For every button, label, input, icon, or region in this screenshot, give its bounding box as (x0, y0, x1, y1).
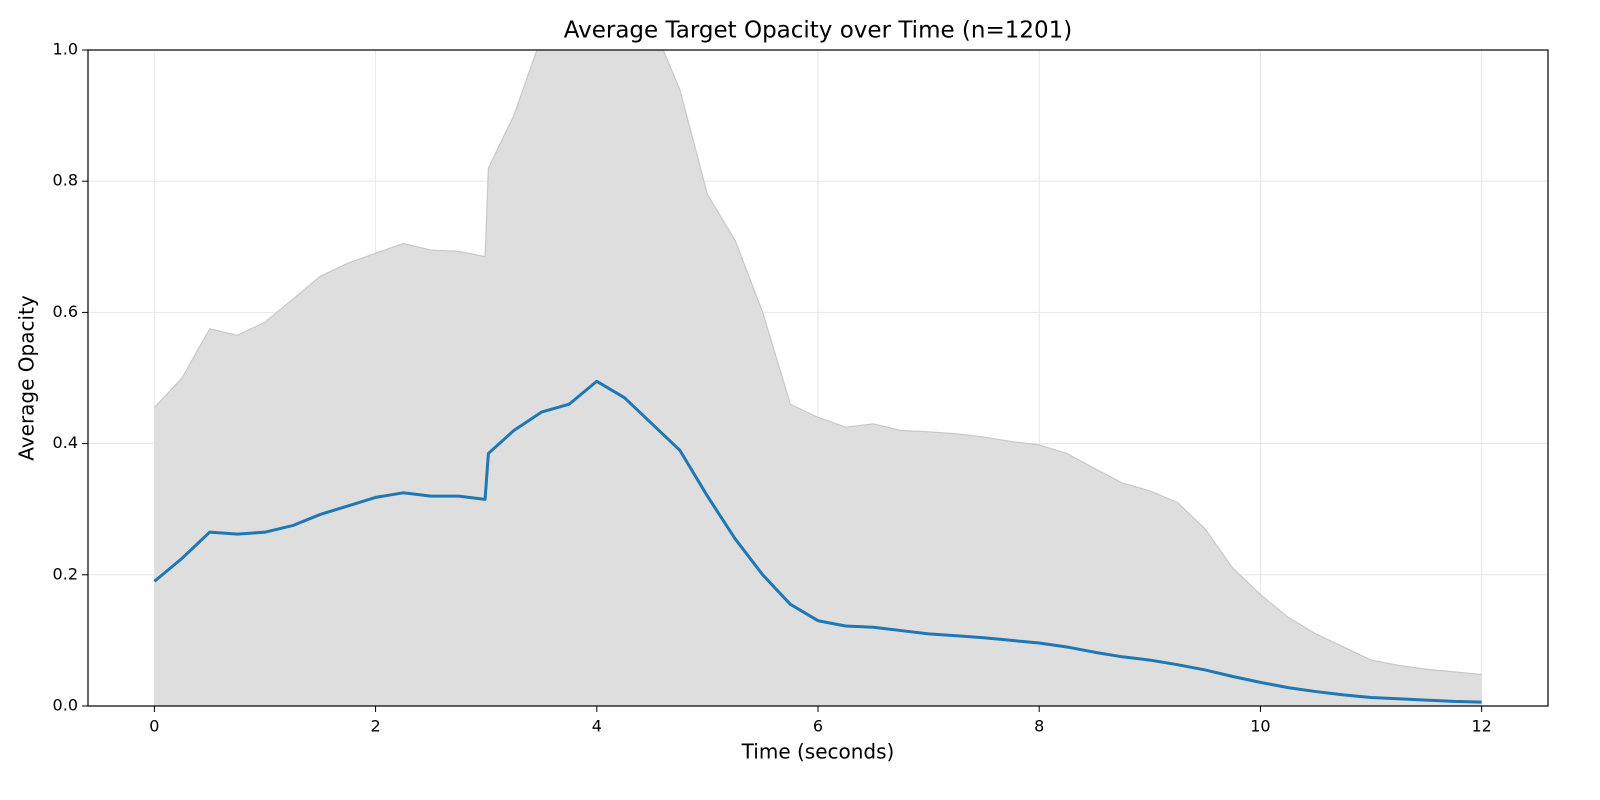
band-area (154, 50, 1482, 706)
x-tick-label: 10 (1250, 717, 1270, 736)
y-tick-label: 0.2 (53, 564, 78, 583)
x-tick-label: 8 (1034, 717, 1044, 736)
y-tick-label: 1.0 (53, 40, 78, 59)
x-tick-label: 4 (592, 717, 602, 736)
x-tick-label: 2 (370, 717, 380, 736)
y-tick-label: 0.4 (53, 433, 78, 452)
x-tick-label: 6 (813, 717, 823, 736)
x-axis-label: Time (seconds) (741, 740, 895, 764)
y-tick-label: 0.6 (53, 302, 78, 321)
y-tick-label: 0.0 (53, 696, 78, 715)
chart-title: Average Target Opacity over Time (n=1201… (564, 18, 1073, 44)
mean-line (153, 379, 1482, 704)
ticks: 0 2 4 6 8 10 12 0.0 0.2 0.4 0.6 0.8 1.0 (53, 40, 1492, 736)
plot-area (153, 50, 1482, 706)
band-edge (153, 50, 1482, 676)
y-tick-label: 0.8 (53, 171, 78, 190)
x-tick-label: 12 (1471, 717, 1491, 736)
y-axis-label: Average Opacity (15, 295, 39, 461)
x-tick-label: 0 (149, 717, 159, 736)
